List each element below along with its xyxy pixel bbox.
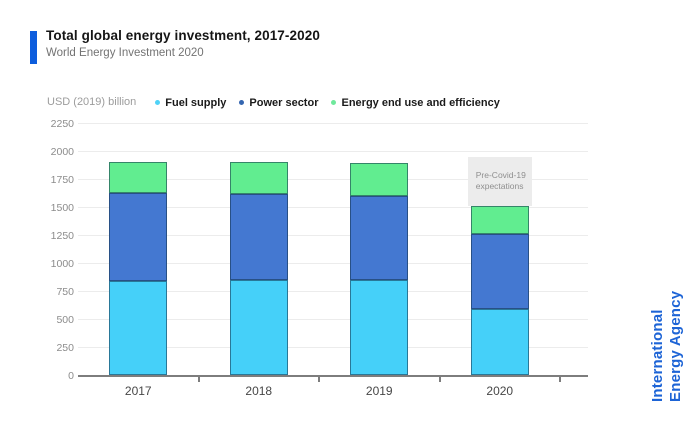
- bar-segment-power-sector: [229, 194, 288, 281]
- axis-tick: [318, 377, 320, 382]
- bar-segment-power-sector: [109, 193, 168, 281]
- y-tick-label: 750: [56, 286, 74, 298]
- bar-segment-energy-end-use-and-efficiency: [109, 161, 168, 194]
- bar-segment-power-sector: [350, 196, 409, 281]
- legend-dot-energy-end-use-and-efficiency: [331, 100, 337, 105]
- axis-tick: [438, 377, 441, 382]
- legend-label: Energy end use and efficiency: [341, 96, 500, 109]
- bar-segment-energy-end-use-and-efficiency: [229, 162, 288, 195]
- gridline-500: [78, 319, 588, 320]
- stacked-bar-2020: [470, 205, 529, 375]
- y-tick-label: 1000: [50, 258, 74, 270]
- x-tick-label: 2017: [124, 384, 152, 398]
- legend-dot-power-sector: [239, 100, 245, 105]
- gridline-750: [78, 291, 588, 292]
- legend-label: Fuel supply: [165, 96, 227, 109]
- y-tick-label: 2000: [50, 146, 74, 158]
- iea-watermark-line1: International: [649, 309, 666, 402]
- y-tick-label: 1250: [50, 230, 74, 242]
- legend-items: Fuel supply Power sector Energy end use an…: [142, 96, 500, 109]
- pre-covid-annotation: Pre-Covid-19 expectations: [467, 156, 532, 206]
- y-tick-label: 2250: [50, 118, 74, 130]
- bar-segment-energy-end-use-and-efficiency: [470, 205, 529, 234]
- bar-segment-energy-end-use-and-efficiency: [350, 163, 409, 197]
- bar-segment-fuel-supply: [350, 280, 409, 375]
- page-title: Total global energy investment, 2017-202…: [46, 28, 320, 43]
- legend-item-fuel-supply: Fuel supply: [155, 97, 226, 109]
- axis-tick: [559, 377, 561, 382]
- gridline-1500: [78, 207, 588, 208]
- gridline-2000: [78, 151, 588, 152]
- gridline-1000: [78, 263, 588, 264]
- legend: USD (2019) billion Fuel supply Power sect…: [47, 96, 500, 109]
- y-tick-label: 500: [56, 314, 74, 326]
- stacked-bar-2018: [229, 162, 288, 375]
- legend-dot-fuel-supply: [155, 100, 161, 105]
- stacked-bar-2017: [109, 161, 168, 375]
- legend-item-energy-end-use-and-efficiency: Energy end use and efficiency: [331, 96, 500, 109]
- stacked-bar-2019: [350, 163, 409, 375]
- y-tick-label: 1500: [50, 202, 74, 214]
- y-tick-label: 0: [68, 370, 74, 382]
- gridline-250: [78, 347, 588, 348]
- axis-tick: [197, 377, 200, 382]
- y-axis-labels: 0 250 500 750 1000 1250 1500 1750 2000 2250: [30, 118, 74, 382]
- legend-label: Power sector: [249, 96, 319, 109]
- title-accent-bar: [30, 31, 37, 64]
- gridline-1750: [78, 179, 588, 180]
- x-axis: [78, 375, 588, 377]
- page-subtitle: World Energy Investment 2020: [46, 47, 204, 59]
- gridline-2250: [78, 123, 588, 124]
- x-tick-label: 2018: [245, 384, 273, 398]
- legend-item-power-sector: Power sector: [239, 97, 318, 109]
- gridline-1250: [78, 235, 588, 236]
- y-tick-label: 1750: [50, 174, 74, 186]
- x-tick-label: 2020: [486, 384, 514, 398]
- bar-segment-fuel-supply: [109, 280, 168, 375]
- iea-watermark: International Energy Agency: [649, 282, 685, 402]
- bar-segment-fuel-supply: [229, 280, 288, 375]
- y-tick-label: 250: [56, 342, 74, 354]
- plot-area: 2017 2018 2019 2020 Pre-Covid-19 expectation…: [78, 123, 588, 398]
- unit-label: USD (2019) billion: [47, 96, 137, 109]
- bar-segment-power-sector: [470, 233, 529, 310]
- x-tick-label: 2019: [365, 384, 393, 398]
- iea-watermark-line2: Energy Agency: [667, 290, 684, 402]
- bar-segment-fuel-supply: [470, 309, 529, 375]
